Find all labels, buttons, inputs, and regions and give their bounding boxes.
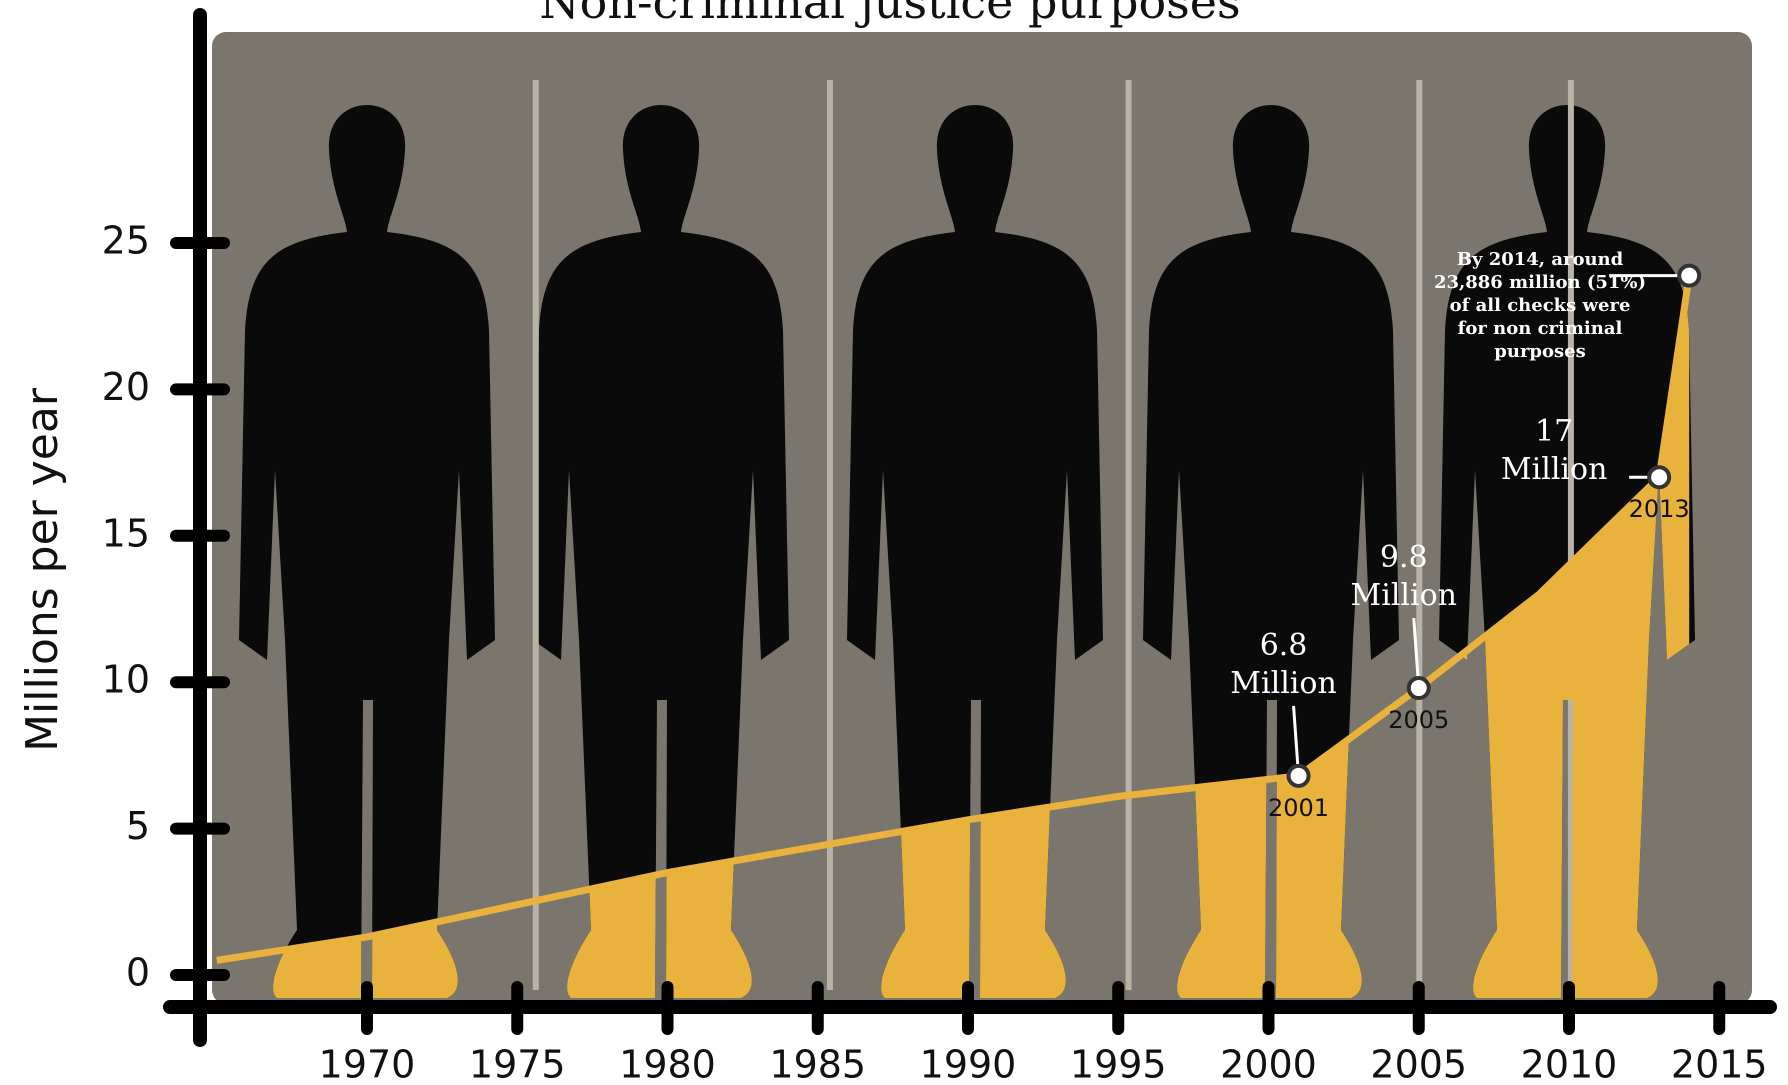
x-tick-label: 1985: [769, 1043, 866, 1085]
x-tick-label: 1990: [920, 1043, 1017, 1085]
x-tick-label: 1995: [1070, 1043, 1167, 1085]
page: {"chart_data": {"type": "line", "title":…: [0, 0, 1788, 1085]
year-label: 2001: [1268, 794, 1329, 822]
x-tick-label: 1970: [319, 1043, 416, 1085]
y-tick-label: 20: [102, 365, 150, 409]
x-tick-label: 1975: [469, 1043, 566, 1085]
point-marker: [1289, 766, 1309, 786]
chart-title: Non-criminal justice purposes: [539, 0, 1240, 29]
y-tick-label: 5: [126, 804, 150, 848]
point-marker: [1679, 266, 1699, 286]
x-tick-label: 2010: [1521, 1043, 1618, 1085]
y-tick-label: 25: [102, 219, 150, 263]
year-label: 2005: [1388, 706, 1449, 734]
y-tick-label: 10: [102, 658, 150, 702]
point-marker: [1409, 678, 1429, 698]
y-axis-label: Millions per year: [17, 387, 68, 752]
y-tick-label: 0: [126, 951, 150, 995]
year-label: 2013: [1629, 495, 1690, 523]
point-marker: [1649, 467, 1669, 487]
x-tick-label: 2015: [1671, 1043, 1768, 1085]
x-tick-label: 1980: [619, 1043, 716, 1085]
x-tick-label: 2000: [1220, 1043, 1317, 1085]
chart: Non-criminal justice purposes Millions p…: [0, 0, 1788, 1085]
x-tick-label: 2005: [1370, 1043, 1467, 1085]
y-tick-label: 15: [102, 511, 150, 555]
